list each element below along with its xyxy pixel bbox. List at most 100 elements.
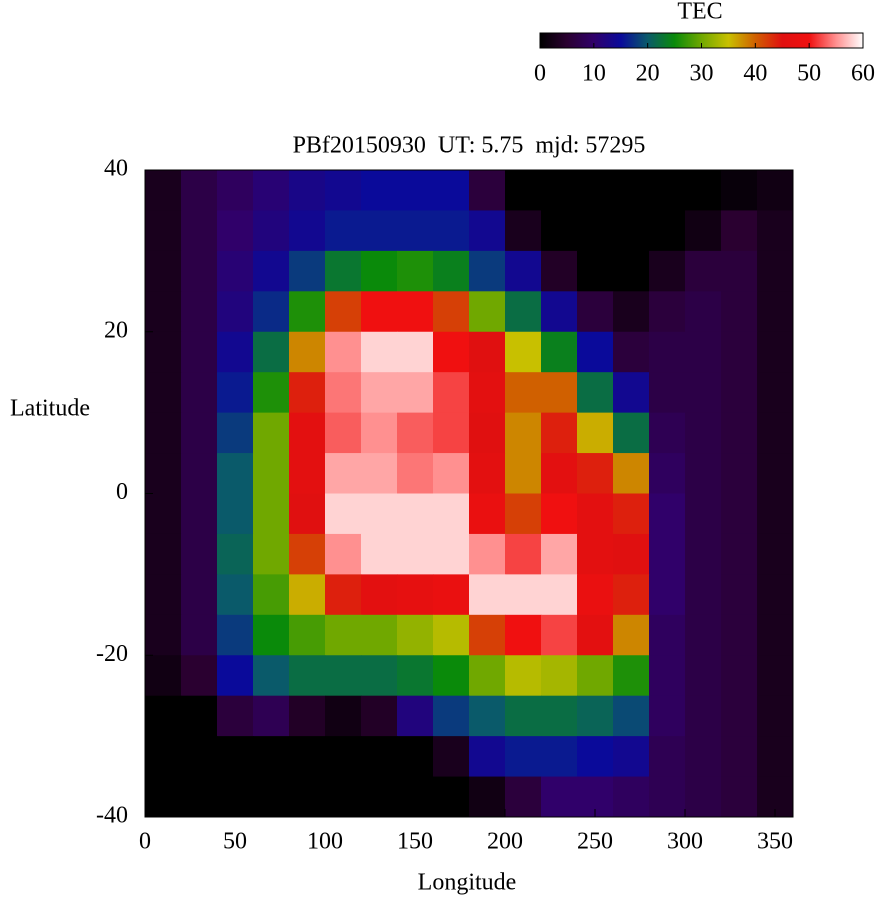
heatmap-cell: [325, 493, 362, 535]
heatmap-cell: [181, 614, 218, 656]
heatmap-cell: [433, 533, 470, 575]
heatmap-cell: [577, 493, 614, 535]
heatmap-cell: [577, 291, 614, 333]
heatmap-cell: [469, 412, 506, 454]
heatmap-cell: [541, 695, 578, 737]
heatmap-cell: [217, 453, 254, 494]
heatmap-cell: [397, 210, 434, 252]
heatmap-cell: [541, 736, 578, 778]
heatmap-cell: [145, 372, 182, 414]
heatmap-cell: [397, 412, 434, 454]
heatmap-cell: [505, 614, 542, 656]
heatmap-cell: [721, 776, 758, 818]
heatmap-cell: [181, 493, 218, 535]
colorbar-tick-label: 0: [534, 61, 546, 87]
heatmap-cell: [253, 614, 290, 656]
heatmap-cell: [505, 331, 542, 373]
heatmap-cell: [613, 291, 650, 333]
heatmap-cell: [757, 533, 794, 575]
heatmap-cell: [469, 695, 506, 737]
heatmap-cell: [541, 453, 578, 494]
heatmap-cell: [289, 170, 326, 211]
heatmap-cell: [541, 250, 578, 292]
y-tick-label: 20: [104, 317, 128, 343]
heatmap-cell: [505, 291, 542, 333]
heatmap: [145, 170, 794, 818]
heatmap-cell: [685, 736, 722, 778]
heatmap-cell: [145, 453, 182, 494]
heatmap-cell: [217, 331, 254, 373]
heatmap-cell: [649, 776, 686, 818]
heatmap-cell: [181, 736, 218, 778]
heatmap-cell: [253, 250, 290, 292]
heatmap-cell: [613, 614, 650, 656]
heatmap-cell: [613, 331, 650, 373]
y-axis-label: Latitude: [10, 396, 90, 422]
heatmap-cell: [577, 736, 614, 778]
heatmap-cell: [433, 453, 470, 494]
heatmap-cell: [433, 695, 470, 737]
heatmap-cell: [217, 736, 254, 778]
heatmap-cell: [469, 614, 506, 656]
heatmap-cell: [505, 574, 542, 616]
heatmap-cell: [757, 412, 794, 454]
heatmap-cell: [685, 533, 722, 575]
heatmap-cell: [541, 210, 578, 252]
chart-title: PBf20150930 UT: 5.75 mjd: 57295: [293, 133, 646, 159]
y-tick-label: 40: [104, 156, 128, 182]
heatmap-cell: [253, 736, 290, 778]
heatmap-cell: [217, 533, 254, 575]
heatmap-cell: [181, 533, 218, 575]
y-tick-label: -20: [96, 641, 128, 667]
heatmap-cell: [289, 736, 326, 778]
heatmap-cell: [145, 655, 182, 697]
heatmap-cell: [145, 210, 182, 252]
heatmap-cell: [253, 412, 290, 454]
heatmap-cell: [289, 695, 326, 737]
heatmap-cell: [433, 291, 470, 333]
heatmap-cell: [217, 614, 254, 656]
heatmap-cell: [217, 655, 254, 697]
heatmap-cell: [613, 412, 650, 454]
heatmap-cell: [721, 574, 758, 616]
heatmap-cell: [541, 614, 578, 656]
x-tick-label: 250: [577, 829, 613, 855]
heatmap-cell: [145, 412, 182, 454]
heatmap-cell: [361, 372, 398, 414]
heatmap-cell: [253, 574, 290, 616]
x-tick-label: 350: [757, 829, 793, 855]
heatmap-cell: [361, 574, 398, 616]
heatmap-cell: [721, 533, 758, 575]
heatmap-cell: [757, 493, 794, 535]
heatmap-cell: [289, 291, 326, 333]
heatmap-cell: [613, 776, 650, 818]
heatmap-cell: [757, 655, 794, 697]
heatmap-cell: [577, 453, 614, 494]
heatmap-cell: [253, 291, 290, 333]
heatmap-cell: [721, 493, 758, 535]
heatmap-cell: [217, 493, 254, 535]
heatmap-cell: [361, 655, 398, 697]
colorbar-tick-label: 60: [851, 61, 875, 87]
heatmap-cell: [217, 250, 254, 292]
heatmap-cell: [721, 695, 758, 737]
heatmap-cell: [541, 412, 578, 454]
heatmap-cell: [217, 372, 254, 414]
heatmap-cell: [721, 736, 758, 778]
heatmap-cell: [253, 695, 290, 737]
heatmap-cell: [145, 614, 182, 656]
heatmap-cell: [145, 533, 182, 575]
heatmap-cell: [685, 655, 722, 697]
heatmap-cell: [577, 695, 614, 737]
heatmap-cell: [685, 210, 722, 252]
heatmap-cell: [505, 412, 542, 454]
heatmap-cell: [433, 655, 470, 697]
heatmap-cell: [397, 291, 434, 333]
heatmap-cell: [721, 655, 758, 697]
heatmap-cell: [325, 736, 362, 778]
heatmap-cell: [757, 695, 794, 737]
heatmap-cell: [541, 574, 578, 616]
heatmap-cell: [649, 331, 686, 373]
heatmap-cell: [577, 250, 614, 292]
